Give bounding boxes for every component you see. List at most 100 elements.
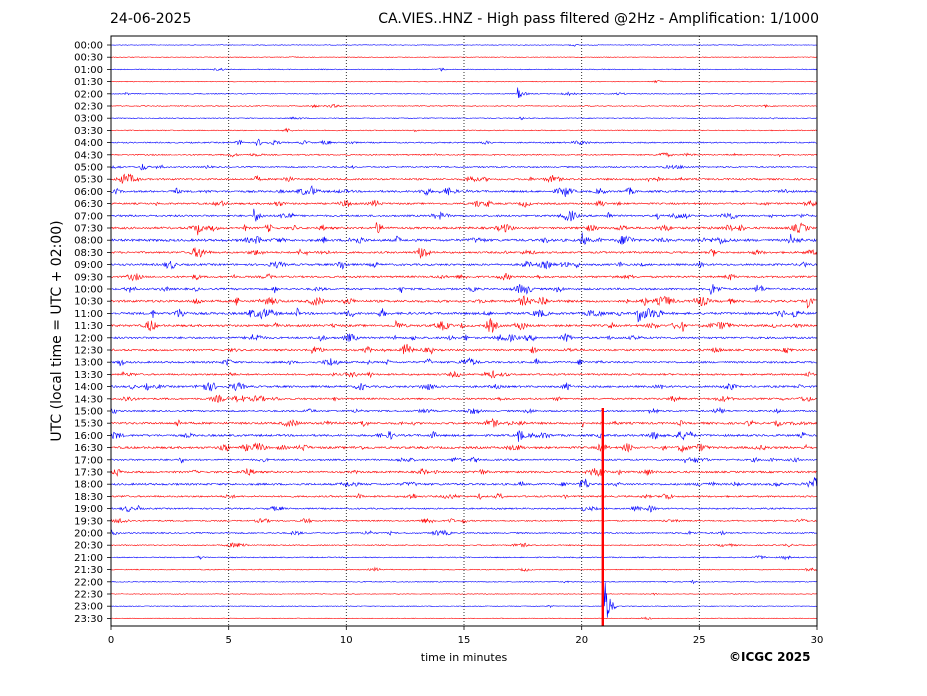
y-tick-label: 21:30	[74, 565, 103, 576]
y-tick-label: 07:30	[74, 224, 103, 235]
trace-0730	[110, 222, 817, 236]
trace-2100	[110, 555, 817, 561]
trace-1100	[110, 307, 817, 323]
y-tick-label: 19:30	[74, 516, 103, 527]
trace-0800	[110, 232, 817, 245]
trace-0700	[110, 208, 817, 222]
y-tick-label: 00:30	[74, 53, 103, 64]
y-tick-label: 07:00	[74, 211, 103, 222]
trace-0630	[110, 199, 817, 208]
trace-1930	[110, 517, 817, 525]
trace-0230	[110, 103, 817, 109]
trace-1630	[110, 442, 817, 453]
x-tick-label: 20	[575, 635, 588, 646]
trace-0130	[110, 79, 817, 84]
x-tick-label: 15	[458, 635, 471, 646]
trace-0500	[110, 163, 817, 171]
trace-2130	[110, 566, 817, 572]
y-tick-label: 04:30	[74, 150, 103, 161]
chart-title: CA.VIES..HNZ - High pass filtered @2Hz -…	[378, 11, 819, 27]
y-tick-label: 06:30	[74, 199, 103, 210]
y-tick-label: 22:30	[74, 590, 103, 601]
trace-1330	[110, 370, 817, 379]
trace-2030	[110, 542, 817, 548]
date-label: 24-06-2025	[110, 11, 192, 27]
trace-group	[110, 44, 817, 626]
y-tick-label: 03:00	[74, 114, 103, 125]
y-tick-label: 14:00	[74, 382, 103, 393]
grid-lines	[228, 36, 700, 626]
y-tick-label: 18:00	[74, 480, 103, 491]
y-tick-label: 11:30	[74, 321, 103, 332]
trace-1730	[110, 467, 817, 478]
trace-2000	[110, 529, 817, 536]
trace-0400	[110, 138, 817, 146]
y-tick-label: 08:30	[74, 248, 103, 259]
trace-0430	[110, 152, 817, 158]
y-tick-label: 17:00	[74, 455, 103, 466]
trace-1600	[110, 430, 817, 442]
y-tick-label: 19:00	[74, 504, 103, 515]
trace-1800	[110, 477, 817, 488]
trace-1300	[110, 357, 817, 367]
y-tick-label: 23:30	[74, 614, 103, 625]
trace-1400	[110, 381, 817, 392]
trace-1430	[110, 394, 817, 403]
trace-0100	[110, 67, 817, 72]
y-tick-label: 23:00	[74, 602, 103, 613]
y-tick-label: 04:00	[74, 138, 103, 149]
y-tick-label: 17:30	[74, 468, 103, 479]
trace-2330	[110, 616, 817, 620]
trace-2200	[110, 579, 817, 585]
x-tick-label: 30	[811, 635, 824, 646]
x-tick-label: 10	[340, 635, 353, 646]
trace-0200	[110, 87, 817, 99]
y-tick-label: 02:00	[74, 89, 103, 100]
y-tick-label: 05:30	[74, 175, 103, 186]
y-tick-label: 08:00	[74, 236, 103, 247]
y-tick-label: 01:00	[74, 65, 103, 76]
y-tick-label: 13:30	[74, 370, 103, 381]
y-tick-label: 14:30	[74, 394, 103, 405]
y-tick-label: 10:00	[74, 285, 103, 296]
x-axis: 0 5 10 15 20 25 30	[108, 626, 824, 646]
trace-0030	[110, 56, 817, 58]
trace-0330	[110, 127, 817, 133]
trace-0830	[110, 247, 817, 259]
y-tick-label: 20:30	[74, 541, 103, 552]
trace-1030	[110, 295, 817, 309]
y-tick-label: 11:00	[74, 309, 103, 320]
y-tick-label: 22:00	[74, 577, 103, 588]
y-tick-label: 02:30	[74, 102, 103, 113]
y-tick-label: 16:30	[74, 443, 103, 454]
y-tick-label: 20:00	[74, 529, 103, 540]
y-tick-label: 09:00	[74, 260, 103, 271]
trace-0930	[110, 272, 817, 282]
y-axis-label: UTC (local time = UTC + 02:00)	[49, 220, 65, 442]
x-tick-label: 5	[226, 635, 232, 646]
y-tick-label: 09:30	[74, 272, 103, 283]
trace-1900	[110, 504, 817, 513]
trace-1500	[110, 406, 817, 415]
y-tick-label: 10:30	[74, 297, 103, 308]
copyright-label: ©ICGC 2025	[729, 650, 811, 664]
trace-1530	[110, 417, 817, 428]
y-tick-label: 15:00	[74, 407, 103, 418]
trace-0900	[110, 260, 817, 270]
y-tick-label: 01:30	[74, 77, 103, 88]
trace-0600	[110, 185, 817, 198]
y-tick-label: 15:30	[74, 419, 103, 430]
trace-1700	[110, 456, 817, 464]
trace-1130	[110, 318, 817, 333]
y-tick-label: 06:00	[74, 187, 103, 198]
large-event-mark	[601, 408, 604, 626]
trace-1230	[110, 343, 817, 355]
y-tick-label: 16:00	[74, 431, 103, 442]
trace-2230	[110, 592, 817, 596]
trace-0300	[110, 116, 817, 121]
y-tick-label: 13:00	[74, 358, 103, 369]
y-tick-label: 03:30	[74, 126, 103, 137]
trace-1200	[110, 333, 817, 343]
